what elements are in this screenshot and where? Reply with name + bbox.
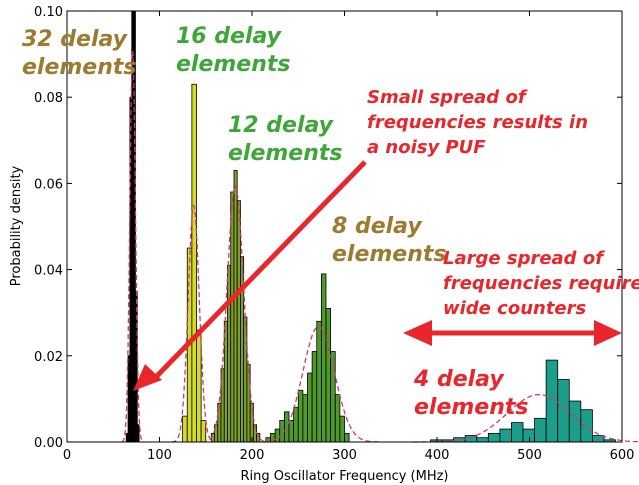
bar-8-delay-elements — [334, 394, 341, 443]
bar-8-delay-elements — [283, 411, 290, 443]
y-tick-label: 0.06 — [34, 177, 63, 192]
large-spread-arrowhead-left — [403, 320, 432, 346]
small-spread-arrowhead — [133, 364, 162, 391]
large-spread-arrowhead-right — [594, 320, 622, 346]
large-spread-arrow — [403, 320, 622, 346]
bar-32-delay-elements — [135, 290, 138, 443]
y-tick-label: 0.00 — [34, 436, 63, 451]
y-tick-label: 0.04 — [34, 264, 63, 279]
label-32-delay-elements: 32 delay elements — [22, 27, 137, 80]
bar-8-delay-elements — [311, 351, 318, 443]
bar-12-delay-elements — [230, 191, 235, 443]
bar-12-delay-elements — [236, 200, 241, 443]
bar-12-delay-elements — [223, 320, 228, 443]
bar-16-delay-elements — [182, 415, 188, 443]
bar-4-delay-elements — [476, 437, 489, 443]
bar-4-delay-elements — [511, 422, 524, 443]
bar-4-delay-elements — [568, 400, 582, 443]
fit-curve-12-delay-elements — [202, 184, 269, 443]
bar-8-delay-elements — [293, 407, 299, 443]
bar-4-delay-elements — [557, 379, 570, 443]
bar-8-delay-elements — [316, 320, 322, 443]
label-16-delay-elements: 16 delay elements — [176, 24, 291, 77]
bar-4-delay-elements — [522, 428, 535, 443]
bar-8-delay-elements — [274, 428, 281, 443]
bar-16-delay-elements — [200, 420, 207, 443]
bar-8-delay-elements — [325, 307, 332, 443]
fit-curve-4-delay-elements — [412, 393, 639, 443]
y-tick-label: 0.10 — [34, 5, 63, 20]
bar-8-delay-elements — [279, 420, 285, 443]
label-8-delay-elements: 8 delay elements — [332, 214, 447, 267]
x-tick-label: 400 — [425, 448, 450, 463]
fit-curve-8-delay-elements — [255, 325, 382, 443]
bar-12-delay-elements — [233, 170, 238, 443]
bar-16-delay-elements — [191, 83, 197, 443]
x-tick-label: 200 — [240, 448, 265, 463]
x-axis-title: Ring Oscillator Frequency (MHz) — [241, 469, 449, 484]
bar-12-delay-elements — [246, 364, 251, 443]
bar-4-delay-elements — [534, 417, 547, 443]
bar-32-delay-elements — [136, 424, 140, 443]
x-tick-label: 0 — [63, 448, 71, 463]
bar-8-delay-elements — [339, 415, 345, 443]
bar-16-delay-elements — [196, 329, 202, 443]
bar-4-delay-elements — [499, 428, 512, 443]
y-axis-ticks: 0.00 0.02 0.04 0.06 0.08 0.10 — [34, 5, 622, 451]
bar-8-delay-elements — [344, 432, 350, 443]
y-tick-label: 0.08 — [34, 91, 63, 106]
small-spread-note: Small spread of frequencies results in a… — [367, 87, 594, 158]
label-4-delay-elements: 4 delay elements — [413, 367, 529, 420]
bar-8-delay-elements — [320, 273, 327, 443]
x-tick-label: 600 — [610, 448, 635, 463]
bar-8-delay-elements — [302, 394, 308, 443]
bar-4-delay-elements — [487, 432, 501, 443]
label-12-delay-elements: 12 delay elements — [228, 113, 343, 166]
x-tick-label: 100 — [147, 448, 172, 463]
bar-12-delay-elements — [227, 264, 232, 443]
bar-12-delay-elements — [243, 316, 248, 443]
bar-4-delay-elements — [580, 409, 593, 443]
bar-8-delay-elements — [297, 389, 304, 443]
y-axis-title: Probability density — [9, 165, 24, 286]
y-tick-label: 0.02 — [34, 350, 63, 365]
x-tick-label: 500 — [517, 448, 542, 463]
bar-8-delay-elements — [307, 372, 313, 443]
large-spread-note: Large spread of frequencies requires wid… — [443, 248, 639, 319]
small-spread-arrow — [133, 160, 367, 391]
fit-curves — [121, 51, 639, 443]
bar-12-delay-elements — [220, 368, 225, 443]
x-axis-ticks: 0 100 200 300 400 500 600 — [63, 11, 635, 463]
bar-4-delay-elements — [545, 359, 559, 443]
x-tick-label: 300 — [332, 448, 357, 463]
bar-4-delay-elements — [464, 435, 478, 443]
fit-curve-32-delay-elements — [121, 51, 145, 443]
bar-8-delay-elements — [288, 420, 295, 443]
fit-curve-16-delay-elements — [171, 204, 216, 443]
bar-12-delay-elements — [214, 424, 219, 443]
